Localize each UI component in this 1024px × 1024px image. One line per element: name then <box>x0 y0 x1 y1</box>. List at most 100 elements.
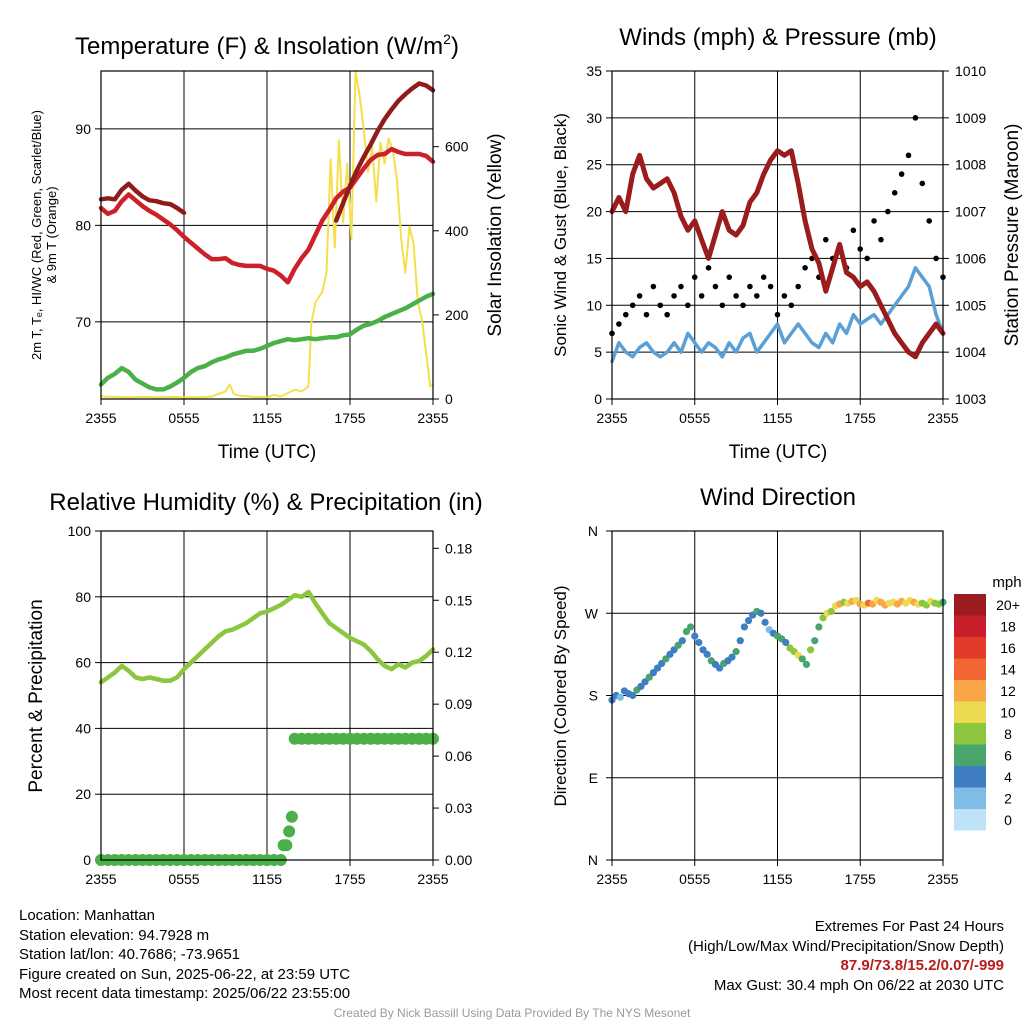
winds-xlabel: Time (UTC) <box>729 442 828 463</box>
rh-xtick-label: 1755 <box>334 871 365 887</box>
rh-ytick-label: 80 <box>75 589 91 605</box>
legend-label: 12 <box>1000 683 1016 699</box>
temperature-left-ylabel-2: & 9m T (Orange) <box>44 186 59 283</box>
station-location: Location: Manhattan <box>19 907 155 924</box>
dir-xtick-label: 1755 <box>845 871 876 887</box>
winds-panel: 2355 0555 1155 1755 2355 0 5 10 15 20 25 30 35 1003 10… <box>586 63 986 426</box>
wind-ytick-right-label: 1009 <box>955 110 986 126</box>
legend-swatch <box>954 637 986 659</box>
rh-ytick-right-label: 0.00 <box>445 852 472 868</box>
gust-point <box>616 321 622 327</box>
insolation-line <box>100 70 434 399</box>
winds-title: Winds (mph) & Pressure (mb) <box>619 24 936 51</box>
wind-direction-point <box>699 646 707 654</box>
temperature-left-ylabel-1: 2m T, Tₑ, HI/WC (Red, Green, Scarlet/Blu… <box>29 110 44 360</box>
dir-ytick-label: N <box>588 852 598 868</box>
temp-ytick-right-label: 600 <box>445 139 469 155</box>
rh-ytick-label: 60 <box>75 655 91 671</box>
precipitation-point <box>280 839 293 852</box>
legend-label: 14 <box>1000 662 1016 678</box>
dir-xtick-label: 2355 <box>927 871 958 887</box>
gust-point <box>912 115 919 121</box>
precipitation-point <box>285 810 298 823</box>
temperature-right-ylabel: Solar Insolation (Yellow) <box>485 133 506 336</box>
wind-direction-point <box>662 655 670 663</box>
dir-ytick-label: S <box>589 688 598 704</box>
dir-xtick-label: 2355 <box>596 871 627 887</box>
gust-point <box>767 283 774 290</box>
gust-point <box>878 236 884 243</box>
temperature-line <box>98 146 436 285</box>
temp-ytick-right-label: 400 <box>445 223 469 239</box>
wind-direction-point <box>658 659 666 668</box>
gust-point <box>705 265 712 271</box>
gust-point <box>698 293 705 299</box>
wind-direction-point <box>732 648 740 656</box>
gust-point <box>905 152 912 159</box>
wind-ytick-right-label: 1003 <box>955 391 986 407</box>
extremes-title: Extremes For Past 24 Hours <box>814 918 1004 935</box>
gust-point <box>774 311 781 318</box>
humidity-panel: 2355 0555 1155 1755 2355 0 20 40 60 80 100 0.00 0.03… <box>68 523 473 887</box>
gust-point <box>636 293 643 299</box>
gust-point <box>754 293 760 299</box>
rh-ytick-label: 0 <box>83 852 91 868</box>
wind-ytick-label: 10 <box>586 297 602 313</box>
gust-point <box>747 283 753 290</box>
station-elevation: Station elevation: 94.7928 m <box>19 926 210 944</box>
gust-point <box>864 255 870 262</box>
figure-created: Figure created on Sun, 2025-06-22, at 23… <box>19 965 351 983</box>
rh-border <box>100 530 434 861</box>
rh-ytick-right-label: 0.03 <box>445 800 472 816</box>
gust-point <box>760 274 767 280</box>
legend-label: 6 <box>1004 748 1012 764</box>
wind-direction-point <box>641 678 649 686</box>
legend-swatch <box>954 701 986 723</box>
gust-point <box>891 190 898 196</box>
wind-direction-point <box>682 627 691 636</box>
wind-direction-point <box>815 623 823 631</box>
wind-direction-point <box>819 614 827 622</box>
gust-point <box>781 293 788 299</box>
wind-ytick-label: 20 <box>586 204 602 220</box>
temp-ytick-right-label: 0 <box>445 391 453 407</box>
relative-humidity-line <box>98 589 436 685</box>
gust-point <box>740 302 746 309</box>
temperature-line <box>98 291 436 392</box>
rh-ytick-right-label: 0.06 <box>445 748 472 764</box>
wind-ytick-label: 15 <box>586 250 602 266</box>
winds-right-ylabel: Station Pressure (Maroon) <box>1002 124 1023 347</box>
temperature-panel: 2355 0555 1155 1755 2355 70 80 90 0 200 400 600 <box>75 70 469 426</box>
wind-ytick-label: 25 <box>586 157 602 173</box>
rh-xtick-label: 2355 <box>417 871 448 887</box>
legend-label: 20+ <box>996 597 1020 613</box>
gust-point <box>857 246 864 252</box>
temp-xtick-label: 1755 <box>334 410 365 426</box>
wind-direction-point <box>645 673 653 681</box>
wind-direction-point <box>703 650 711 658</box>
winds-left-ylabel: Sonic Wind & Gust (Blue, Black) <box>551 113 570 357</box>
gust-point <box>622 311 629 318</box>
gust-point <box>822 236 829 243</box>
rh-xtick-label: 0555 <box>168 871 199 887</box>
gust-point <box>898 171 905 177</box>
gust-point <box>885 208 891 215</box>
gust-point <box>926 218 933 224</box>
temp-ytick-label: 80 <box>75 217 91 233</box>
wind-xtick-label: 1755 <box>845 410 876 426</box>
wind-direction-point <box>807 646 815 654</box>
gust-point <box>678 283 684 290</box>
temp-xtick-label: 0555 <box>168 410 199 426</box>
wind-ytick-right-label: 1010 <box>955 63 986 79</box>
gust-point <box>629 302 636 309</box>
wind-direction-point <box>744 616 753 625</box>
legend-label: 4 <box>1004 769 1012 785</box>
direction-legend-title: mph <box>992 574 1021 591</box>
gust-point <box>795 283 801 290</box>
wind-direction-point <box>728 653 736 661</box>
wind-direction-panel: 2355 0555 1155 1755 2355 N E S W N 20+ 18 16 14 12 10 8 6… <box>585 523 1020 887</box>
gust-point <box>802 265 808 271</box>
gust-point <box>850 227 857 234</box>
humidity-left-ylabel: Percent & Precipitation <box>26 599 47 792</box>
wind-direction-point <box>802 660 811 669</box>
